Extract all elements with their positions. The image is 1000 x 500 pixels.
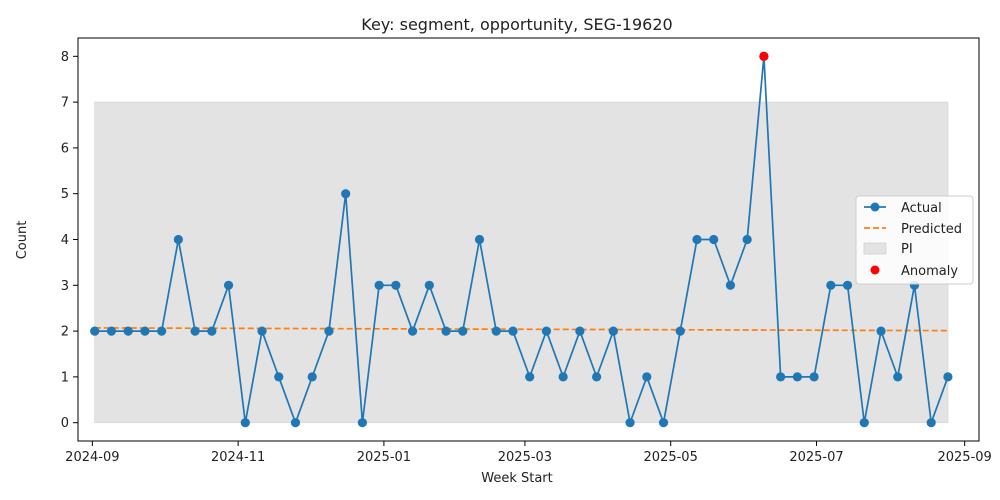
anomaly-point <box>759 51 769 61</box>
actual-point <box>842 280 853 290</box>
x-tick-label: 2025-07 <box>789 450 843 465</box>
predicted-layer <box>94 327 948 332</box>
actual-point <box>106 326 117 336</box>
legend-anomaly-label: Anomaly <box>901 264 958 279</box>
actual-point <box>474 234 485 245</box>
actual-point <box>324 326 334 336</box>
y-tick-label: 6 <box>61 141 69 156</box>
actual-point <box>508 326 518 336</box>
y-tick-label: 1 <box>61 370 69 385</box>
actual-point <box>943 372 953 382</box>
actual-layer <box>90 51 953 428</box>
legend: Actual Predicted PI Anomaly <box>855 195 974 285</box>
actual-point <box>374 280 384 290</box>
legend-anomaly-marker <box>870 265 880 275</box>
plot-area <box>77 37 980 442</box>
actual-point <box>223 280 234 290</box>
actual-point <box>792 372 802 382</box>
y-tick-label: 3 <box>61 279 69 294</box>
actual-point <box>240 418 250 428</box>
actual-point <box>274 372 284 382</box>
actual-point <box>876 326 886 336</box>
legend-actual-marker <box>870 202 880 212</box>
legend-pi-swatch <box>863 242 887 255</box>
actual-point <box>658 418 669 428</box>
pi-layer <box>94 101 949 424</box>
actual-point <box>709 234 719 245</box>
actual-point <box>407 326 418 336</box>
actual-point <box>575 326 585 336</box>
actual-point <box>809 372 819 382</box>
actual-point <box>458 326 468 336</box>
actual-point <box>257 326 267 336</box>
y-axis-title: Count <box>15 221 30 260</box>
actual-point <box>625 418 635 428</box>
actual-point <box>926 418 936 428</box>
y-tick-label: 0 <box>61 416 69 431</box>
actual-point <box>441 326 451 336</box>
actual-point <box>207 326 217 336</box>
actual-point <box>608 326 618 336</box>
actual-point <box>742 234 752 245</box>
actual-point <box>307 372 317 382</box>
legend-box <box>855 195 974 285</box>
legend-predicted-label: Predicted <box>901 222 962 237</box>
predicted-line <box>94 327 948 332</box>
x-axis: 2024-09 2024-11 2025-01 2025-03 2025-05 2025-… <box>65 441 992 465</box>
actual-point <box>592 372 602 382</box>
x-tick-label: 2025-03 <box>498 450 552 465</box>
anomaly-layer <box>759 51 769 61</box>
actual-point <box>725 280 736 290</box>
actual-point <box>290 418 301 428</box>
x-tick-label: 2025-01 <box>357 450 411 465</box>
x-tick-label: 2024-09 <box>65 450 119 465</box>
actual-point <box>391 280 401 290</box>
actual-series-line <box>94 55 949 424</box>
actual-point <box>893 372 903 382</box>
actual-point <box>157 326 167 336</box>
actual-point <box>90 326 100 336</box>
actual-point <box>341 189 351 199</box>
x-tick-label: 2025-05 <box>644 450 698 465</box>
x-tick-label: 2025-09 <box>937 450 991 465</box>
actual-point <box>525 372 535 382</box>
actual-point <box>826 280 836 290</box>
x-axis-title: Week Start <box>481 471 553 486</box>
chart-title: Key: segment, opportunity, SEG-19620 <box>361 15 672 34</box>
actual-point <box>491 326 501 336</box>
y-tick-label: 2 <box>61 325 69 340</box>
y-tick-label: 7 <box>61 96 69 111</box>
y-axis: 0 1 2 3 4 5 6 7 8 <box>61 50 78 431</box>
legend-pi-label: PI <box>901 242 913 257</box>
actual-point <box>357 418 368 428</box>
y-tick-label: 8 <box>61 50 69 65</box>
actual-point <box>140 326 150 336</box>
x-tick-label: 2024-11 <box>211 450 265 465</box>
legend-actual-label: Actual <box>901 201 942 216</box>
prediction-interval-band <box>94 101 949 424</box>
actual-point <box>123 326 133 336</box>
actual-point <box>642 372 652 382</box>
actual-point <box>424 280 434 290</box>
actual-point <box>541 326 552 336</box>
y-tick-label: 4 <box>61 233 69 248</box>
actual-point <box>173 234 183 245</box>
actual-point <box>558 372 568 382</box>
actual-point <box>692 234 702 245</box>
actual-point <box>859 418 869 428</box>
actual-point <box>675 326 685 336</box>
actual-point <box>190 326 200 336</box>
actual-point <box>776 372 786 382</box>
y-tick-label: 5 <box>61 187 69 202</box>
